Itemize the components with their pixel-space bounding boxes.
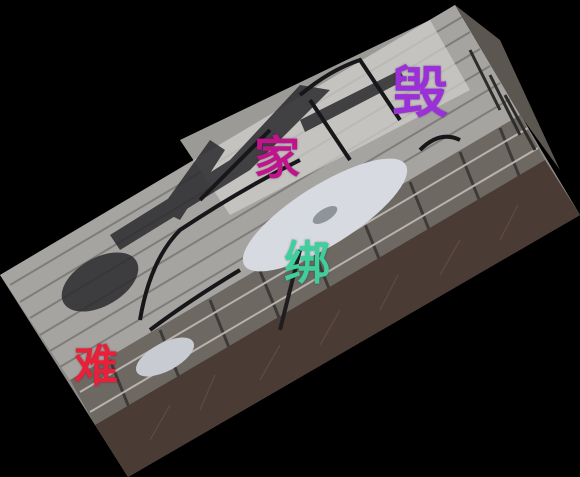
overlay-character-jia: 家: [254, 131, 300, 185]
brush-beyond-railing: [95, 160, 580, 477]
overlay-character-nan: 难: [74, 341, 118, 392]
overlay-character-xu: 绑: [284, 236, 330, 290]
table-leg: [278, 249, 302, 331]
overlay-character-hui: 毁: [392, 61, 448, 126]
chair-seat-left: [135, 337, 195, 377]
fence-right: [455, 5, 560, 170]
chair-shadows: [61, 70, 405, 312]
brush-texture: [149, 204, 519, 441]
fence-right-slats: [468, 49, 537, 151]
metal-chairs: [138, 57, 461, 332]
rotated-photo: [0, 5, 580, 477]
table-top-center: [312, 206, 338, 224]
